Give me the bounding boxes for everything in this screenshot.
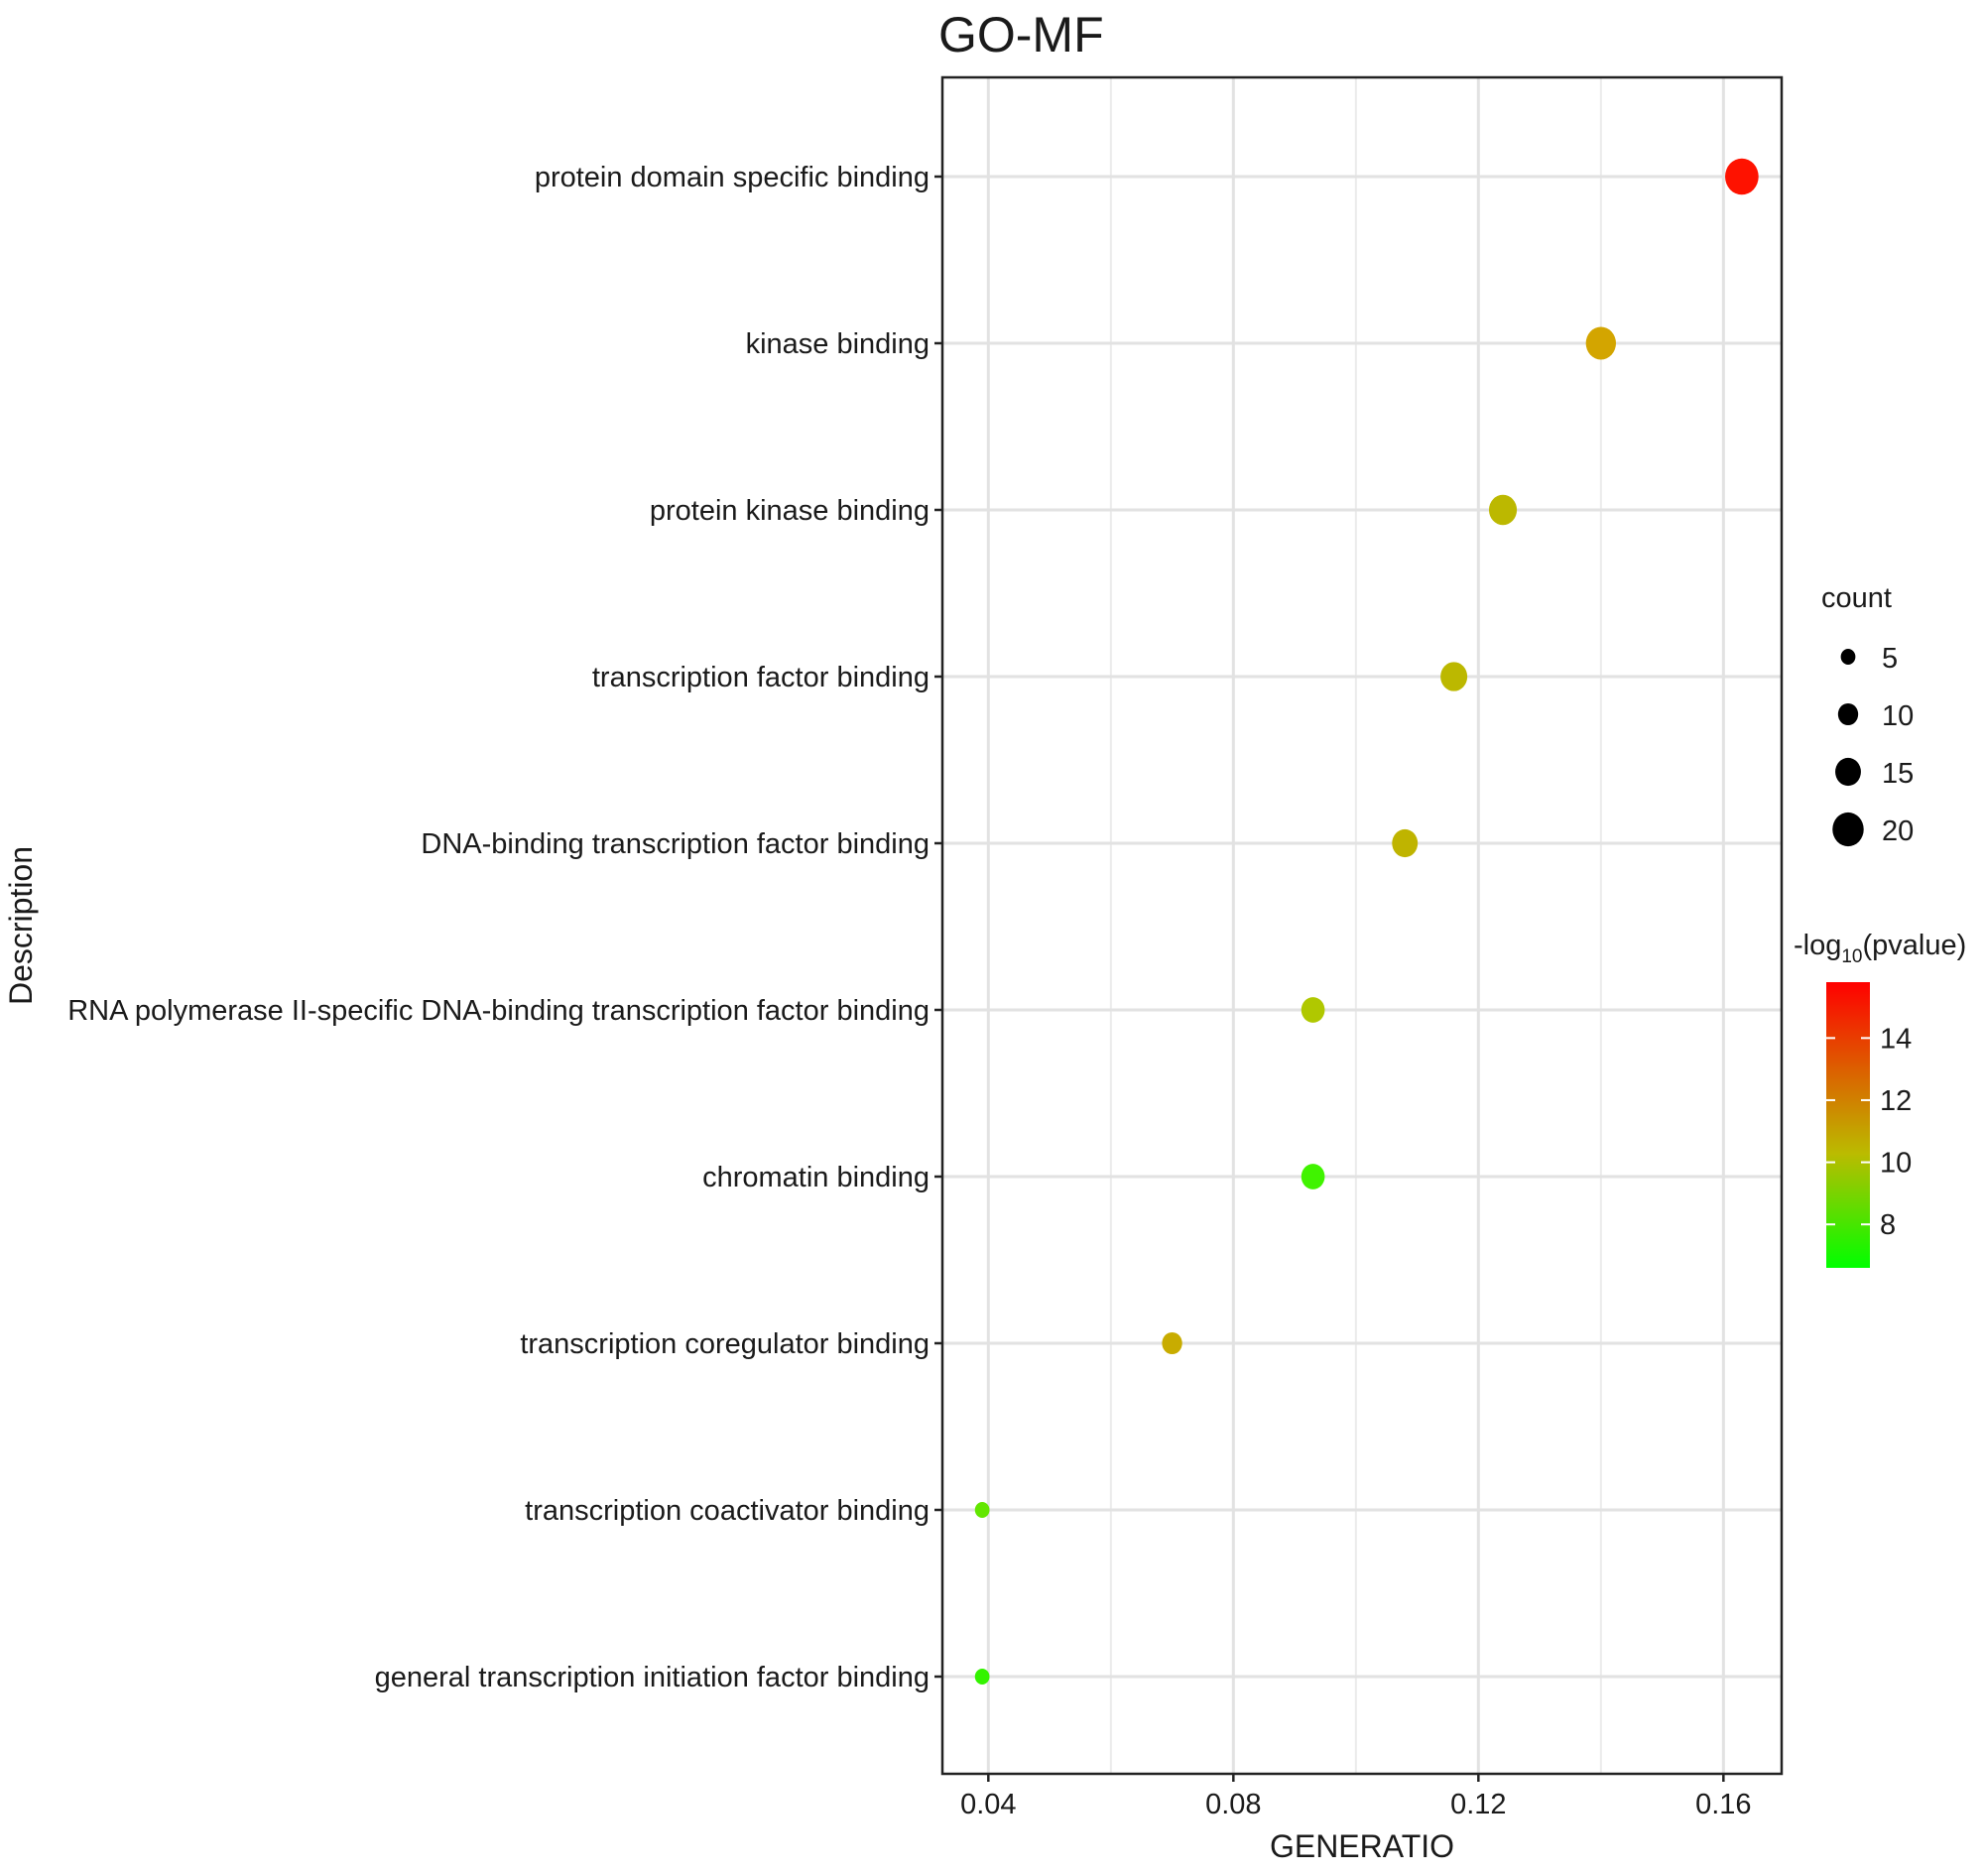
data-point xyxy=(1585,326,1617,360)
y-axis-title: Description xyxy=(3,846,39,1005)
y-tick-label: RNA polymerase II-specific DNA-binding t… xyxy=(67,995,930,1027)
y-tick-label: transcription factor binding xyxy=(592,662,930,693)
y-tick-label: kinase binding xyxy=(746,328,930,360)
size-legend-key xyxy=(1837,702,1859,726)
data-point xyxy=(1392,828,1419,858)
x-axis: 0.04 0.08 0.12 0.16 xyxy=(960,1774,1752,1820)
color-legend-title-sub: 10 xyxy=(1841,946,1862,967)
data-point xyxy=(1488,494,1518,526)
y-tick-label: DNA-binding transcription factor binding xyxy=(421,828,930,860)
points-layer xyxy=(974,158,1759,1686)
y-tick-label: protein kinase binding xyxy=(650,495,930,527)
grid-layer xyxy=(942,77,1782,1774)
y-tick-label: transcription coregulator binding xyxy=(520,1328,930,1360)
data-point xyxy=(1725,158,1759,195)
y-tick-label: transcription coactivator binding xyxy=(525,1495,930,1527)
data-point xyxy=(974,1501,990,1519)
color-legend-label: 14 xyxy=(1880,1023,1912,1055)
color-legend-label: 12 xyxy=(1880,1085,1912,1117)
chart-title: GO-MF xyxy=(938,7,1104,63)
data-point xyxy=(974,1668,990,1686)
size-legend-key xyxy=(1832,812,1864,847)
color-legend-title-suffix: (pvalue) xyxy=(1863,930,1967,961)
data-point xyxy=(1301,1164,1325,1189)
x-axis-title: GENERATIO xyxy=(1270,1828,1454,1864)
x-tick-label: 0.12 xyxy=(1450,1789,1506,1820)
size-legend-label: 15 xyxy=(1882,758,1914,790)
y-axis: protein domain specific binding kinase bi… xyxy=(67,162,942,1693)
size-legend-label: 5 xyxy=(1882,643,1898,675)
data-point xyxy=(1440,662,1468,691)
color-legend-label: 8 xyxy=(1880,1209,1896,1241)
size-legend-label: 20 xyxy=(1882,815,1914,847)
x-tick-label: 0.08 xyxy=(1205,1789,1261,1820)
color-legend-title: -log10(pvalue) xyxy=(1794,930,1966,967)
color-legend-label: 10 xyxy=(1880,1148,1912,1180)
color-legend-title-prefix: -log xyxy=(1794,930,1841,961)
y-tick-label: protein domain specific binding xyxy=(535,162,930,193)
data-point xyxy=(1162,1331,1182,1355)
color-bar xyxy=(1826,982,1870,1268)
x-tick-label: 0.16 xyxy=(1695,1789,1751,1820)
data-point xyxy=(1301,997,1325,1023)
size-legend-title: count xyxy=(1821,582,1892,614)
y-tick-label: chromatin binding xyxy=(702,1162,930,1193)
size-legend: count 5 10 15 20 xyxy=(1821,582,1914,847)
y-tick-label: general transcription initiation factor … xyxy=(375,1662,930,1693)
panel-border xyxy=(940,75,1784,1776)
size-legend-key xyxy=(1840,648,1856,666)
size-legend-key xyxy=(1835,757,1861,787)
x-tick-label: 0.04 xyxy=(960,1789,1016,1820)
size-legend-label: 10 xyxy=(1882,700,1914,732)
